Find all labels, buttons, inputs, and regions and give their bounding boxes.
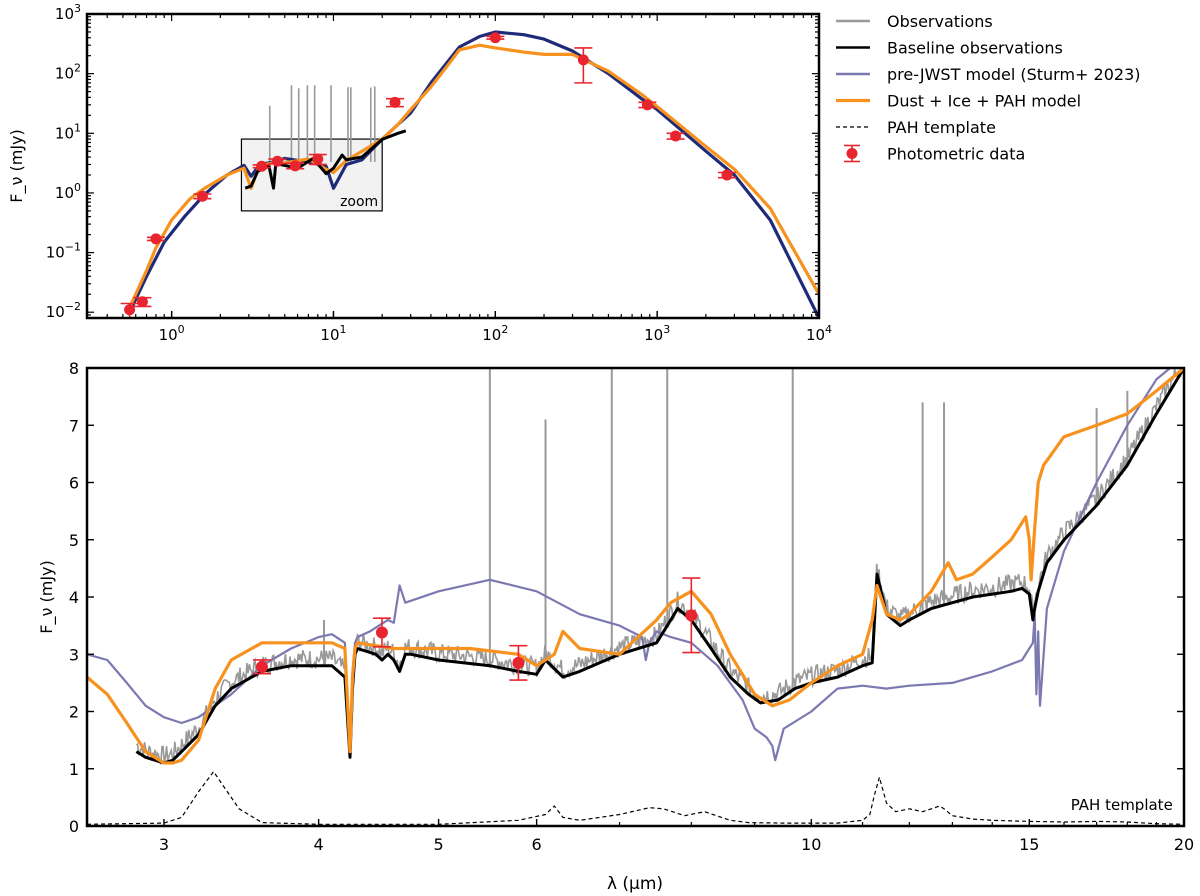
top-x-tick-label: 101 <box>320 323 346 344</box>
bottom-y-tick-label: 5 <box>69 531 79 550</box>
photometric-point <box>196 190 208 202</box>
photometric-point <box>256 160 268 172</box>
bottom-x-tick-label: 3 <box>159 835 169 854</box>
baseline-observations-line <box>135 368 1184 765</box>
photometric-point <box>150 233 162 245</box>
legend-label: pre-JWST model (Sturm+ 2023) <box>887 65 1141 84</box>
bottom-plot-area: PAH template <box>87 368 1184 825</box>
top-x-tick-label-exponent: 0 <box>178 323 185 336</box>
photometric-point <box>489 32 501 44</box>
photometric-point <box>670 130 682 142</box>
pah-template-line <box>87 770 1184 825</box>
bottom-y-tick-label: 7 <box>69 416 79 435</box>
photometric-point <box>136 296 148 308</box>
top-y-tick-label: 10−2 <box>46 300 81 321</box>
bottom-axes: 3 4 5 6 10 15 20 0 1 2 3 4 5 6 7 8 <box>69 359 1194 854</box>
bottom-x-tick-label: 5 <box>434 835 444 854</box>
bottom-x-tick-label: 4 <box>314 835 324 854</box>
top-x-tick-label: 104 <box>806 323 832 344</box>
photometric-point <box>271 155 283 167</box>
top-y-tick-label: 101 <box>55 121 81 142</box>
bottom-y-tick-label: 2 <box>69 703 79 722</box>
zoom-box <box>240 138 383 212</box>
legend-item-observations: Observations <box>836 12 993 31</box>
top-panel: zoom 100 101 102 103 10410−210−1100101102103… <box>7 2 832 344</box>
top-y-axis-label: F_ν (mJy) <box>7 129 27 202</box>
top-x-tick-label: 102 <box>482 323 508 344</box>
photometric-point <box>512 656 525 669</box>
top-y-tick-label-exponent: 2 <box>74 62 81 75</box>
legend-label: Dust + Ice + PAH model <box>887 92 1081 111</box>
bottom-y-tick-label: 0 <box>69 817 79 836</box>
dust-ice-pah-model-line <box>128 43 819 309</box>
bottom-y-tick-label: 6 <box>69 474 79 493</box>
top-x-tick-label: 100 <box>159 323 185 344</box>
bottom-frame <box>85 366 1186 828</box>
top-y-tick-label: 10−1 <box>46 241 81 262</box>
photometric-point <box>641 99 653 111</box>
photometric-point <box>289 160 301 172</box>
photometric-point <box>124 304 136 316</box>
bottom-y-tick-label: 8 <box>69 359 79 378</box>
top-y-tick-label: 100 <box>55 181 81 202</box>
legend-label: PAH template <box>887 118 996 137</box>
legend-item-pah-template: PAH template <box>836 118 996 137</box>
bottom-x-tick-label: 20 <box>1174 835 1194 854</box>
photometric-point <box>389 96 401 108</box>
dust-ice-pah-model-line <box>87 368 1184 765</box>
top-x-tick-label-exponent: 4 <box>825 323 832 336</box>
legend-item-dust-ice-pah-model: Dust + Ice + PAH model <box>836 92 1081 111</box>
top-x-tick-label-exponent: 3 <box>663 323 670 336</box>
pah-template-annotation: PAH template <box>1071 796 1173 814</box>
zoom-label: zoom <box>340 194 378 210</box>
legend-item-baseline-observations: Baseline observations <box>836 39 1063 58</box>
legend-label: Baseline observations <box>887 39 1063 58</box>
bottom-y-axis-label: F_ν (mJy) <box>37 560 57 633</box>
legend-label: Photometric data <box>887 145 1025 164</box>
top-y-tick-label: 102 <box>55 62 81 83</box>
bottom-y-tick-label: 1 <box>69 760 79 779</box>
pre-jwst-model-line <box>87 368 1172 762</box>
top-y-tick-label-exponent: −1 <box>65 241 81 254</box>
top-y-tick-label-exponent: −2 <box>65 300 81 313</box>
photometric-point <box>721 169 733 181</box>
bottom-y-tick-label: 4 <box>69 588 79 607</box>
top-y-tick-label: 103 <box>55 2 81 23</box>
bottom-x-axis-label: λ (μm) <box>607 874 663 894</box>
photometric-point <box>375 626 388 639</box>
observations-spectrum <box>135 368 1183 765</box>
top-plot-area: zoom <box>120 30 819 318</box>
top-x-tick-label: 103 <box>644 323 670 344</box>
top-frame <box>85 12 821 320</box>
legend-item-pre-jwst-model-sturm-2023: pre-JWST model (Sturm+ 2023) <box>836 65 1141 84</box>
bottom-panel: PAH template 3 4 5 6 10 15 20 0 1 2 3 4 5 6 7 8 F_ν (mJ… <box>37 359 1194 894</box>
bottom-x-tick-label: 15 <box>1019 835 1039 854</box>
top-x-tick-label-exponent: 2 <box>501 323 508 336</box>
top-y-tick-label-exponent: 3 <box>74 2 81 15</box>
bottom-y-tick-label: 3 <box>69 645 79 664</box>
bottom-x-tick-label: 10 <box>801 835 821 854</box>
photometric-point <box>312 153 324 165</box>
top-y-tick-label-exponent: 1 <box>74 121 81 134</box>
legend-item-photometric-data: Photometric data <box>844 145 1025 164</box>
top-x-tick-label-exponent: 1 <box>340 323 347 336</box>
legend-marker <box>846 148 858 159</box>
legend: Observations Baseline observations pre-JWS… <box>836 12 1141 164</box>
bottom-x-tick-label: 6 <box>532 835 542 854</box>
photometric-point <box>255 660 268 673</box>
pre-jwst-model-line <box>128 30 819 318</box>
legend-label: Observations <box>887 12 993 31</box>
photometric-point <box>685 609 698 622</box>
top-y-tick-label-exponent: 0 <box>74 181 81 194</box>
photometric-point <box>577 54 589 66</box>
